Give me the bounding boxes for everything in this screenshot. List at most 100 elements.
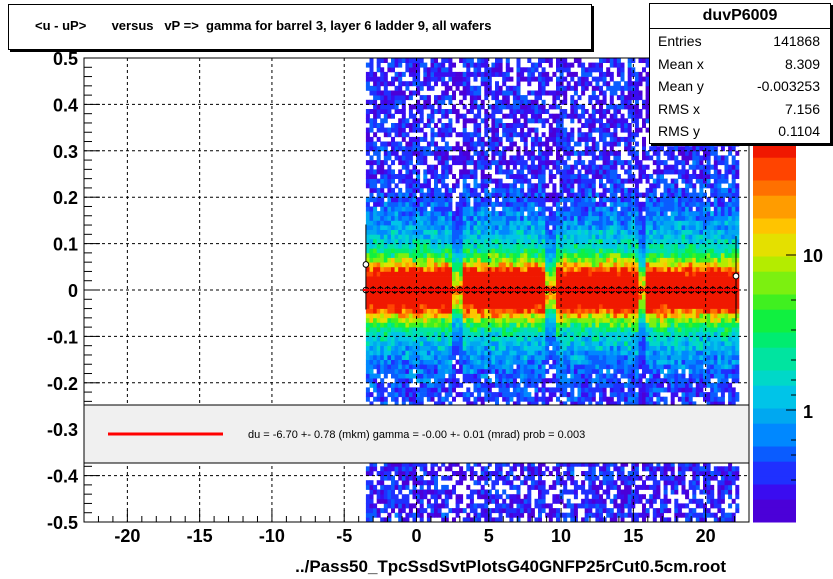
heatmap-cell <box>376 498 381 504</box>
heatmap-cell <box>577 113 582 119</box>
heatmap-cell <box>473 243 478 249</box>
heatmap-cell <box>512 211 517 217</box>
heatmap-cell <box>491 508 496 514</box>
heatmap-cell <box>495 364 499 370</box>
heatmap-cell <box>452 76 456 82</box>
heatmap-cell <box>373 382 378 388</box>
heatmap-cell <box>484 90 489 96</box>
heatmap-cell <box>484 373 489 379</box>
heatmap-cell <box>584 215 589 221</box>
heatmap-cell <box>391 211 395 217</box>
heatmap-cell <box>383 71 388 77</box>
heatmap-cell <box>426 164 431 170</box>
heatmap-cell <box>459 508 464 514</box>
heatmap-cell <box>556 350 560 356</box>
heatmap-cell <box>394 327 399 333</box>
heatmap-cell <box>534 183 539 189</box>
heatmap-cell <box>487 517 492 522</box>
heatmap-cell <box>505 396 510 402</box>
heatmap-cell <box>512 373 517 379</box>
heatmap-cell <box>484 174 489 179</box>
heatmap-cell <box>530 299 535 305</box>
heatmap-cell <box>380 211 385 217</box>
heatmap-cell <box>548 234 553 240</box>
heatmap-cell <box>487 262 492 268</box>
heatmap-cell <box>405 368 410 374</box>
heatmap-cell <box>516 160 521 166</box>
heatmap-cell <box>401 127 406 133</box>
heatmap-cell <box>452 174 456 179</box>
heatmap-cell <box>480 178 485 184</box>
heatmap-cell <box>480 252 485 258</box>
heatmap-cell <box>437 248 442 254</box>
heatmap-cell <box>473 132 478 138</box>
heatmap-cell <box>380 146 385 152</box>
heatmap-cell <box>391 76 395 82</box>
heatmap-cell <box>487 113 492 119</box>
heatmap-cell <box>473 234 478 240</box>
heatmap-cell <box>538 243 542 249</box>
heatmap-cell <box>498 252 503 258</box>
heatmap-cell <box>412 62 417 68</box>
heatmap-cell <box>552 271 557 277</box>
heatmap-cell <box>444 308 449 314</box>
heatmap-cell <box>552 118 557 124</box>
heatmap-cell <box>426 234 431 240</box>
heatmap-cell <box>534 225 539 230</box>
heatmap-cell <box>509 313 514 319</box>
heatmap-cell <box>459 382 464 388</box>
heatmap-cell <box>538 90 542 96</box>
heatmap-cell <box>473 239 478 244</box>
heatmap-cell <box>452 508 456 514</box>
heatmap-cell <box>512 285 517 291</box>
heatmap-cell <box>498 136 503 142</box>
heatmap-cell <box>365 373 370 379</box>
heatmap-cell <box>491 243 496 249</box>
heatmap-cell <box>452 387 456 393</box>
heatmap-cell <box>394 341 399 346</box>
heatmap-cell <box>581 201 586 207</box>
heatmap-cell <box>577 234 582 240</box>
heatmap-cell <box>373 252 378 258</box>
heatmap-cell <box>581 76 586 82</box>
heatmap-cell <box>570 132 575 138</box>
heatmap-cell <box>566 276 571 282</box>
heatmap-cell <box>441 331 446 337</box>
heatmap-cell <box>434 317 438 323</box>
heatmap-cell <box>563 480 568 486</box>
heatmap-cell <box>469 109 474 114</box>
heatmap-cell <box>530 461 535 467</box>
heatmap-cell <box>495 252 499 258</box>
heatmap-cell <box>520 192 525 198</box>
heatmap-cell <box>502 201 507 207</box>
heatmap-cell <box>530 141 535 147</box>
heatmap-cell <box>434 308 438 314</box>
heatmap-cell <box>570 489 575 495</box>
heatmap-cell <box>573 508 578 514</box>
heatmap-cell <box>484 322 489 328</box>
heatmap-cell <box>577 132 582 138</box>
heatmap-cell <box>473 164 478 170</box>
heatmap-cell <box>448 317 453 323</box>
heatmap-cell <box>426 280 431 286</box>
heatmap-cell <box>559 215 564 221</box>
heatmap-cell <box>523 225 528 230</box>
heatmap-cell <box>581 484 586 490</box>
heatmap-cell <box>534 350 539 356</box>
heatmap-cell <box>462 355 467 360</box>
heatmap-cell <box>412 355 417 360</box>
heatmap-cell <box>416 118 421 124</box>
heatmap-cell <box>505 174 510 179</box>
heatmap-cell <box>412 475 417 481</box>
heatmap-cell <box>577 294 582 300</box>
heatmap-cell <box>581 303 586 309</box>
heatmap-cell <box>473 225 478 230</box>
heatmap-cell <box>559 99 564 105</box>
heatmap-cell <box>581 229 586 235</box>
heatmap-cell <box>423 155 428 161</box>
heatmap-cell <box>434 197 438 203</box>
heatmap-cell <box>434 378 438 384</box>
heatmap-cell <box>408 243 413 249</box>
heatmap-cell <box>570 146 575 152</box>
heatmap-cell <box>452 327 456 333</box>
